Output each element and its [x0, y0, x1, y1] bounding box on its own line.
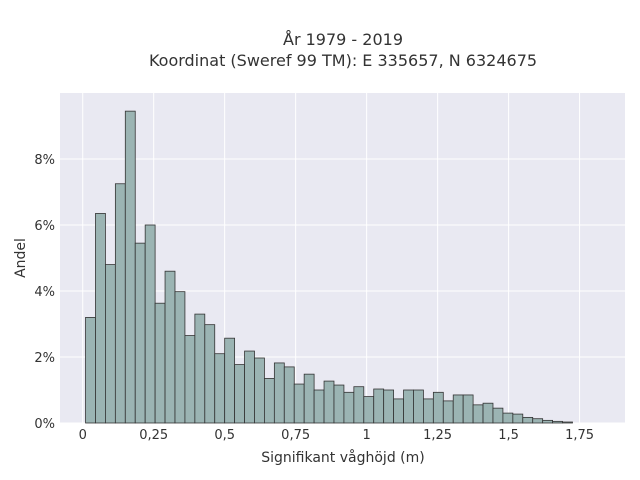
histogram-bar: [562, 421, 573, 424]
y-tick-label: 0%: [34, 417, 55, 432]
histogram-bar: [383, 389, 395, 424]
histogram-bar: [214, 353, 226, 424]
histogram-bar: [363, 396, 375, 424]
histogram-bar: [254, 357, 265, 424]
y-tick-label: 8%: [34, 153, 55, 168]
y-axis-title: Andel: [13, 238, 29, 278]
histogram-bar: [353, 386, 365, 424]
histogram-bar: [432, 391, 444, 424]
histogram-bar: [264, 378, 275, 424]
x-tick-label: 1,5: [498, 428, 519, 443]
histogram-bar: [492, 407, 504, 424]
x-tick-label: 0,5: [214, 428, 235, 443]
histogram-bar: [194, 313, 206, 424]
histogram-bar: [522, 416, 534, 424]
x-tick-label: 0,25: [139, 428, 168, 443]
bars: [85, 110, 573, 424]
histogram-bar: [472, 404, 484, 424]
histogram-bar: [333, 384, 345, 424]
histogram-bar: [403, 389, 414, 424]
histogram-bar: [244, 350, 255, 424]
histogram-bar: [144, 224, 156, 424]
histogram-bar: [303, 373, 315, 424]
histogram-bar: [95, 213, 106, 424]
x-tick-label: 0,75: [281, 428, 310, 443]
histogram-bar: [323, 380, 335, 424]
histogram-bar: [293, 383, 305, 424]
histogram-bar: [184, 335, 196, 424]
histogram-bar: [413, 389, 424, 424]
histogram-bar: [313, 389, 325, 424]
y-tick-label: 2%: [34, 351, 55, 366]
y-tick-label: 4%: [34, 285, 55, 300]
x-axis-title: Signifikant våghöjd (m): [261, 449, 424, 466]
histogram-bar: [164, 270, 176, 424]
histogram-bar: [174, 291, 186, 424]
histogram-bar: [482, 402, 494, 424]
y-tick-label: 6%: [34, 219, 55, 234]
histogram-bar: [204, 324, 216, 424]
histogram-bar: [134, 242, 146, 424]
x-tick-label: 1: [362, 428, 370, 443]
histogram-bar: [532, 418, 544, 424]
chart-title-line-2: Koordinat (Sweref 99 TM): E 335657, N 63…: [149, 51, 537, 70]
histogram-bar: [373, 388, 385, 424]
histogram-bar: [512, 413, 524, 424]
histogram-bar: [452, 394, 464, 424]
histogram-bar: [542, 419, 554, 424]
histogram-bar: [423, 398, 434, 424]
histogram-bar: [343, 391, 355, 424]
histogram-bar: [154, 302, 166, 424]
histogram-bar: [85, 316, 96, 424]
histogram-bar: [224, 337, 236, 424]
histogram-bar: [393, 398, 404, 424]
histogram-bar: [114, 183, 126, 424]
histogram-bar: [124, 110, 136, 424]
x-axis-ticks: 0 0,25 0,5 0,75 1 1,25 1,5 1,75: [79, 428, 594, 443]
x-tick-label: 1,75: [565, 428, 594, 443]
histogram-bar: [552, 420, 563, 424]
y-axis-ticks: 0% 2% 4% 6% 8%: [34, 153, 55, 432]
histogram-bar: [283, 366, 295, 424]
histogram-bar: [502, 412, 514, 424]
x-tick-label: 0: [79, 428, 87, 443]
histogram-bar: [105, 264, 116, 424]
histogram-bar: [234, 364, 245, 424]
x-tick-label: 1,25: [423, 428, 452, 443]
chart-title-line-1: År 1979 - 2019: [283, 30, 403, 49]
histogram-bar: [442, 400, 454, 424]
histogram-bar: [273, 362, 285, 424]
histogram-bar: [462, 394, 474, 424]
